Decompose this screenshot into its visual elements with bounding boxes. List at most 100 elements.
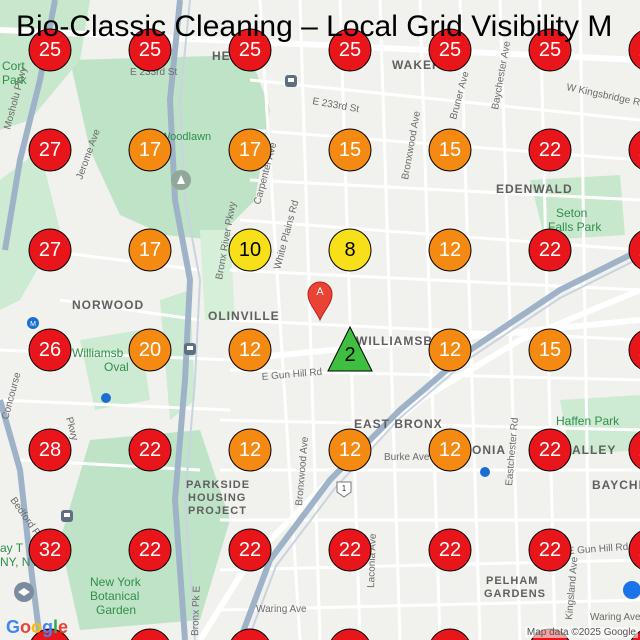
rank-marker[interactable]: 20 xyxy=(128,328,172,372)
rank-marker[interactable]: 22 xyxy=(128,428,172,472)
rank-marker-circle xyxy=(428,28,472,72)
rank-marker[interactable]: 17 xyxy=(228,128,272,172)
rank-marker[interactable]: 22 xyxy=(528,228,572,272)
label-williamsbridge-oval: Williamsb xyxy=(72,346,124,360)
rank-marker-circle xyxy=(328,528,372,572)
rank-marker[interactable]: 12 xyxy=(428,328,472,372)
rank-marker-label: 15 xyxy=(339,139,361,161)
label-botanical: Botanical xyxy=(90,589,139,603)
rank-marker[interactable]: 22 xyxy=(428,528,472,572)
rank-marker[interactable] xyxy=(229,628,271,640)
street-egunhill: E Gun Hill Rd xyxy=(261,367,322,383)
rank-marker-circle xyxy=(628,230,640,270)
rank-marker[interactable]: 22 xyxy=(528,428,572,472)
place-valley: ALLEY xyxy=(572,443,616,457)
rank-marker[interactable] xyxy=(429,628,471,640)
map-icons: M 1 xyxy=(14,75,640,602)
rank-marker[interactable]: 25 xyxy=(628,29,640,71)
rank-marker[interactable]: 25 xyxy=(428,28,472,72)
rank-marker[interactable]: 25 xyxy=(228,28,272,72)
rank-marker[interactable]: 25 xyxy=(528,28,572,72)
graduation-icon xyxy=(14,582,34,602)
rank-marker[interactable]: 32 xyxy=(28,528,72,572)
rank-marker[interactable]: 22 xyxy=(128,528,172,572)
rank-marker[interactable]: 22 xyxy=(528,528,572,572)
rank-marker-label: 25 xyxy=(139,39,161,61)
rank-marker-label: 12 xyxy=(439,439,461,461)
rank-marker[interactable]: 27 xyxy=(28,228,72,272)
rank-marker[interactable]: 28 xyxy=(28,428,72,472)
rank-marker-circle xyxy=(128,228,172,272)
rank-marker[interactable]: 22 xyxy=(528,128,572,172)
svg-text:1: 1 xyxy=(342,484,347,493)
rank-marker[interactable]: 8 xyxy=(328,228,372,272)
business-pin[interactable]: A xyxy=(307,281,333,322)
rank-marker-circle xyxy=(128,28,172,72)
rank-marker-circle xyxy=(428,528,472,572)
rank-grid: 2525252525252527171715152222271710812222… xyxy=(28,28,640,640)
street-egunhill2: E Gun Hill Rd xyxy=(567,542,628,557)
rank-marker-circle xyxy=(628,30,640,70)
rank-marker[interactable]: 15 xyxy=(328,128,372,172)
rank-marker[interactable]: 12 xyxy=(228,428,272,472)
rank-marker-label: 8 xyxy=(344,239,355,261)
rank-marker[interactable]: 22 xyxy=(628,529,640,571)
rank-marker-label: 17 xyxy=(239,139,261,161)
rank-marker-circle xyxy=(28,28,72,72)
rank-marker[interactable]: 22 xyxy=(628,429,640,471)
rank-marker-label: 27 xyxy=(39,139,61,161)
rank-marker[interactable]: 17 xyxy=(128,128,172,172)
rank-marker[interactable]: 2 xyxy=(327,325,373,372)
rank-marker[interactable]: 17 xyxy=(128,228,172,272)
rank-marker-circle xyxy=(428,128,472,172)
rank-marker[interactable]: 22 xyxy=(628,329,640,371)
street-burke: Burke Ave xyxy=(384,452,430,463)
rank-marker[interactable]: 12 xyxy=(428,428,472,472)
place-pelham: PELHAM xyxy=(486,575,538,587)
transit-icon xyxy=(61,510,73,522)
rank-marker-circle xyxy=(128,528,172,572)
rank-marker[interactable]: 22 xyxy=(328,528,372,572)
rank-marker-label: 25 xyxy=(39,39,61,61)
place-parkside: PARKSIDE xyxy=(186,479,250,491)
label-bay: ay T xyxy=(0,541,24,555)
rank-marker-circle xyxy=(628,330,640,370)
rank-marker-label: 22 xyxy=(139,539,161,561)
rank-marker[interactable]: 12 xyxy=(228,328,272,372)
rank-marker[interactable] xyxy=(329,628,371,640)
rank-marker-label: 12 xyxy=(439,239,461,261)
rank-marker-label: 22 xyxy=(639,239,640,261)
rank-marker[interactable]: 22 xyxy=(628,229,640,271)
rank-marker-circle xyxy=(328,28,372,72)
rank-marker[interactable] xyxy=(129,628,171,640)
rank-marker-circle xyxy=(28,328,72,372)
rank-marker-circle xyxy=(28,228,72,272)
rank-marker-label: 12 xyxy=(439,339,461,361)
rank-marker[interactable]: 12 xyxy=(428,228,472,272)
rank-marker[interactable]: 26 xyxy=(28,328,72,372)
rank-marker-circle xyxy=(528,28,572,72)
rank-marker[interactable]: 12 xyxy=(328,428,372,472)
label-seton: Seton xyxy=(556,206,587,220)
rank-marker[interactable]: 25 xyxy=(128,28,172,72)
rank-marker-circle xyxy=(528,228,572,272)
rank-marker[interactable]: 25 xyxy=(28,28,72,72)
rank-marker-label: 22 xyxy=(639,339,640,361)
cemetery-icon xyxy=(171,170,191,190)
rank-marker[interactable]: 22 xyxy=(228,528,272,572)
rank-marker-label: 22 xyxy=(639,539,640,561)
place-project: PROJECT xyxy=(188,505,247,517)
rank-marker[interactable] xyxy=(29,628,71,640)
rank-marker[interactable]: 15 xyxy=(428,128,472,172)
rank-marker[interactable]: 15 xyxy=(528,328,572,372)
rank-marker[interactable]: 25 xyxy=(328,28,372,72)
rank-marker-circle xyxy=(528,428,572,472)
rank-marker-circle xyxy=(428,328,472,372)
rank-marker-label: 12 xyxy=(339,439,361,461)
rank-marker[interactable]: 27 xyxy=(28,128,72,172)
rank-marker[interactable]: 22 xyxy=(628,129,640,171)
rank-marker[interactable]: 10 xyxy=(228,228,272,272)
place-east-bronx: EAST BRONX xyxy=(354,417,443,431)
